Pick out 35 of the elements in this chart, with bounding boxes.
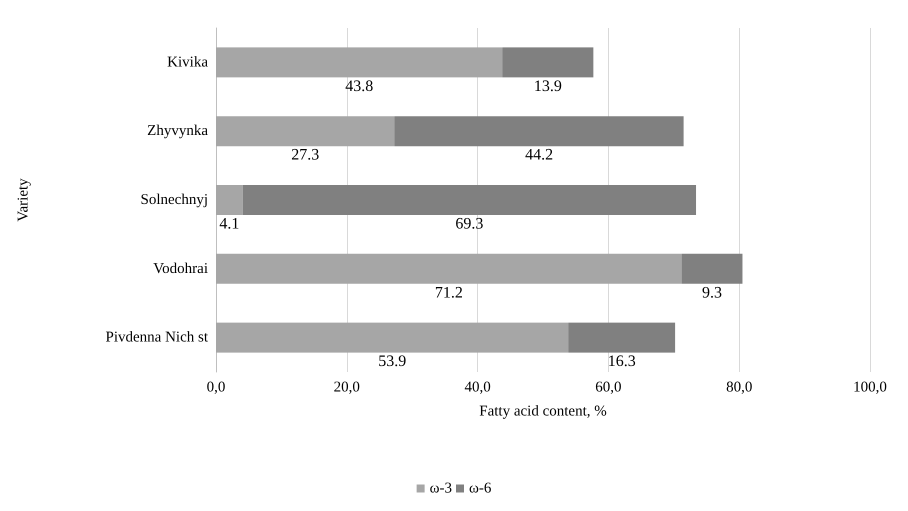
y-tick-label: Pivdenna Nich st [106, 330, 209, 346]
y-tick-label: Kivika [167, 54, 208, 70]
bar [216, 185, 243, 215]
y-axis-title: Variety [16, 178, 32, 222]
data-label: 27.3 [291, 146, 320, 164]
bar [216, 116, 395, 146]
x-tick-label: 60,0 [595, 380, 622, 396]
data-label: 4.1 [219, 216, 240, 232]
y-tick-label: Solnechnyj [140, 192, 208, 208]
x-axis-title: Fatty acid content, % [479, 404, 607, 420]
data-label: 13.9 [534, 78, 562, 95]
bar [568, 322, 676, 353]
data-label: 43.8 [345, 78, 374, 95]
x-tick-label: 20,0 [334, 380, 360, 396]
bar [216, 47, 502, 78]
x-tick-label: 0,0 [206, 380, 226, 396]
bar [216, 254, 682, 284]
bar [242, 185, 696, 215]
bar [216, 322, 569, 353]
data-label: 16.3 [608, 353, 636, 370]
data-label: 53.9 [378, 353, 406, 370]
legend-label: ω-6 [469, 480, 492, 496]
data-label: 71.2 [434, 284, 463, 302]
data-label: 44.2 [525, 146, 554, 164]
bar [682, 254, 742, 284]
y-tick-label: Vodohrai [153, 260, 208, 277]
bar [502, 47, 594, 78]
data-label: 69.3 [455, 216, 484, 232]
x-tick-label: 80,0 [726, 380, 752, 396]
bar [394, 116, 684, 146]
legend-label: ω-3 [430, 480, 452, 496]
x-tick-label: 40,0 [464, 380, 491, 396]
x-tick-label: 100,0 [853, 380, 887, 396]
y-tick-label: Zhyvynka [147, 123, 208, 140]
data-label: 9.3 [702, 284, 722, 302]
